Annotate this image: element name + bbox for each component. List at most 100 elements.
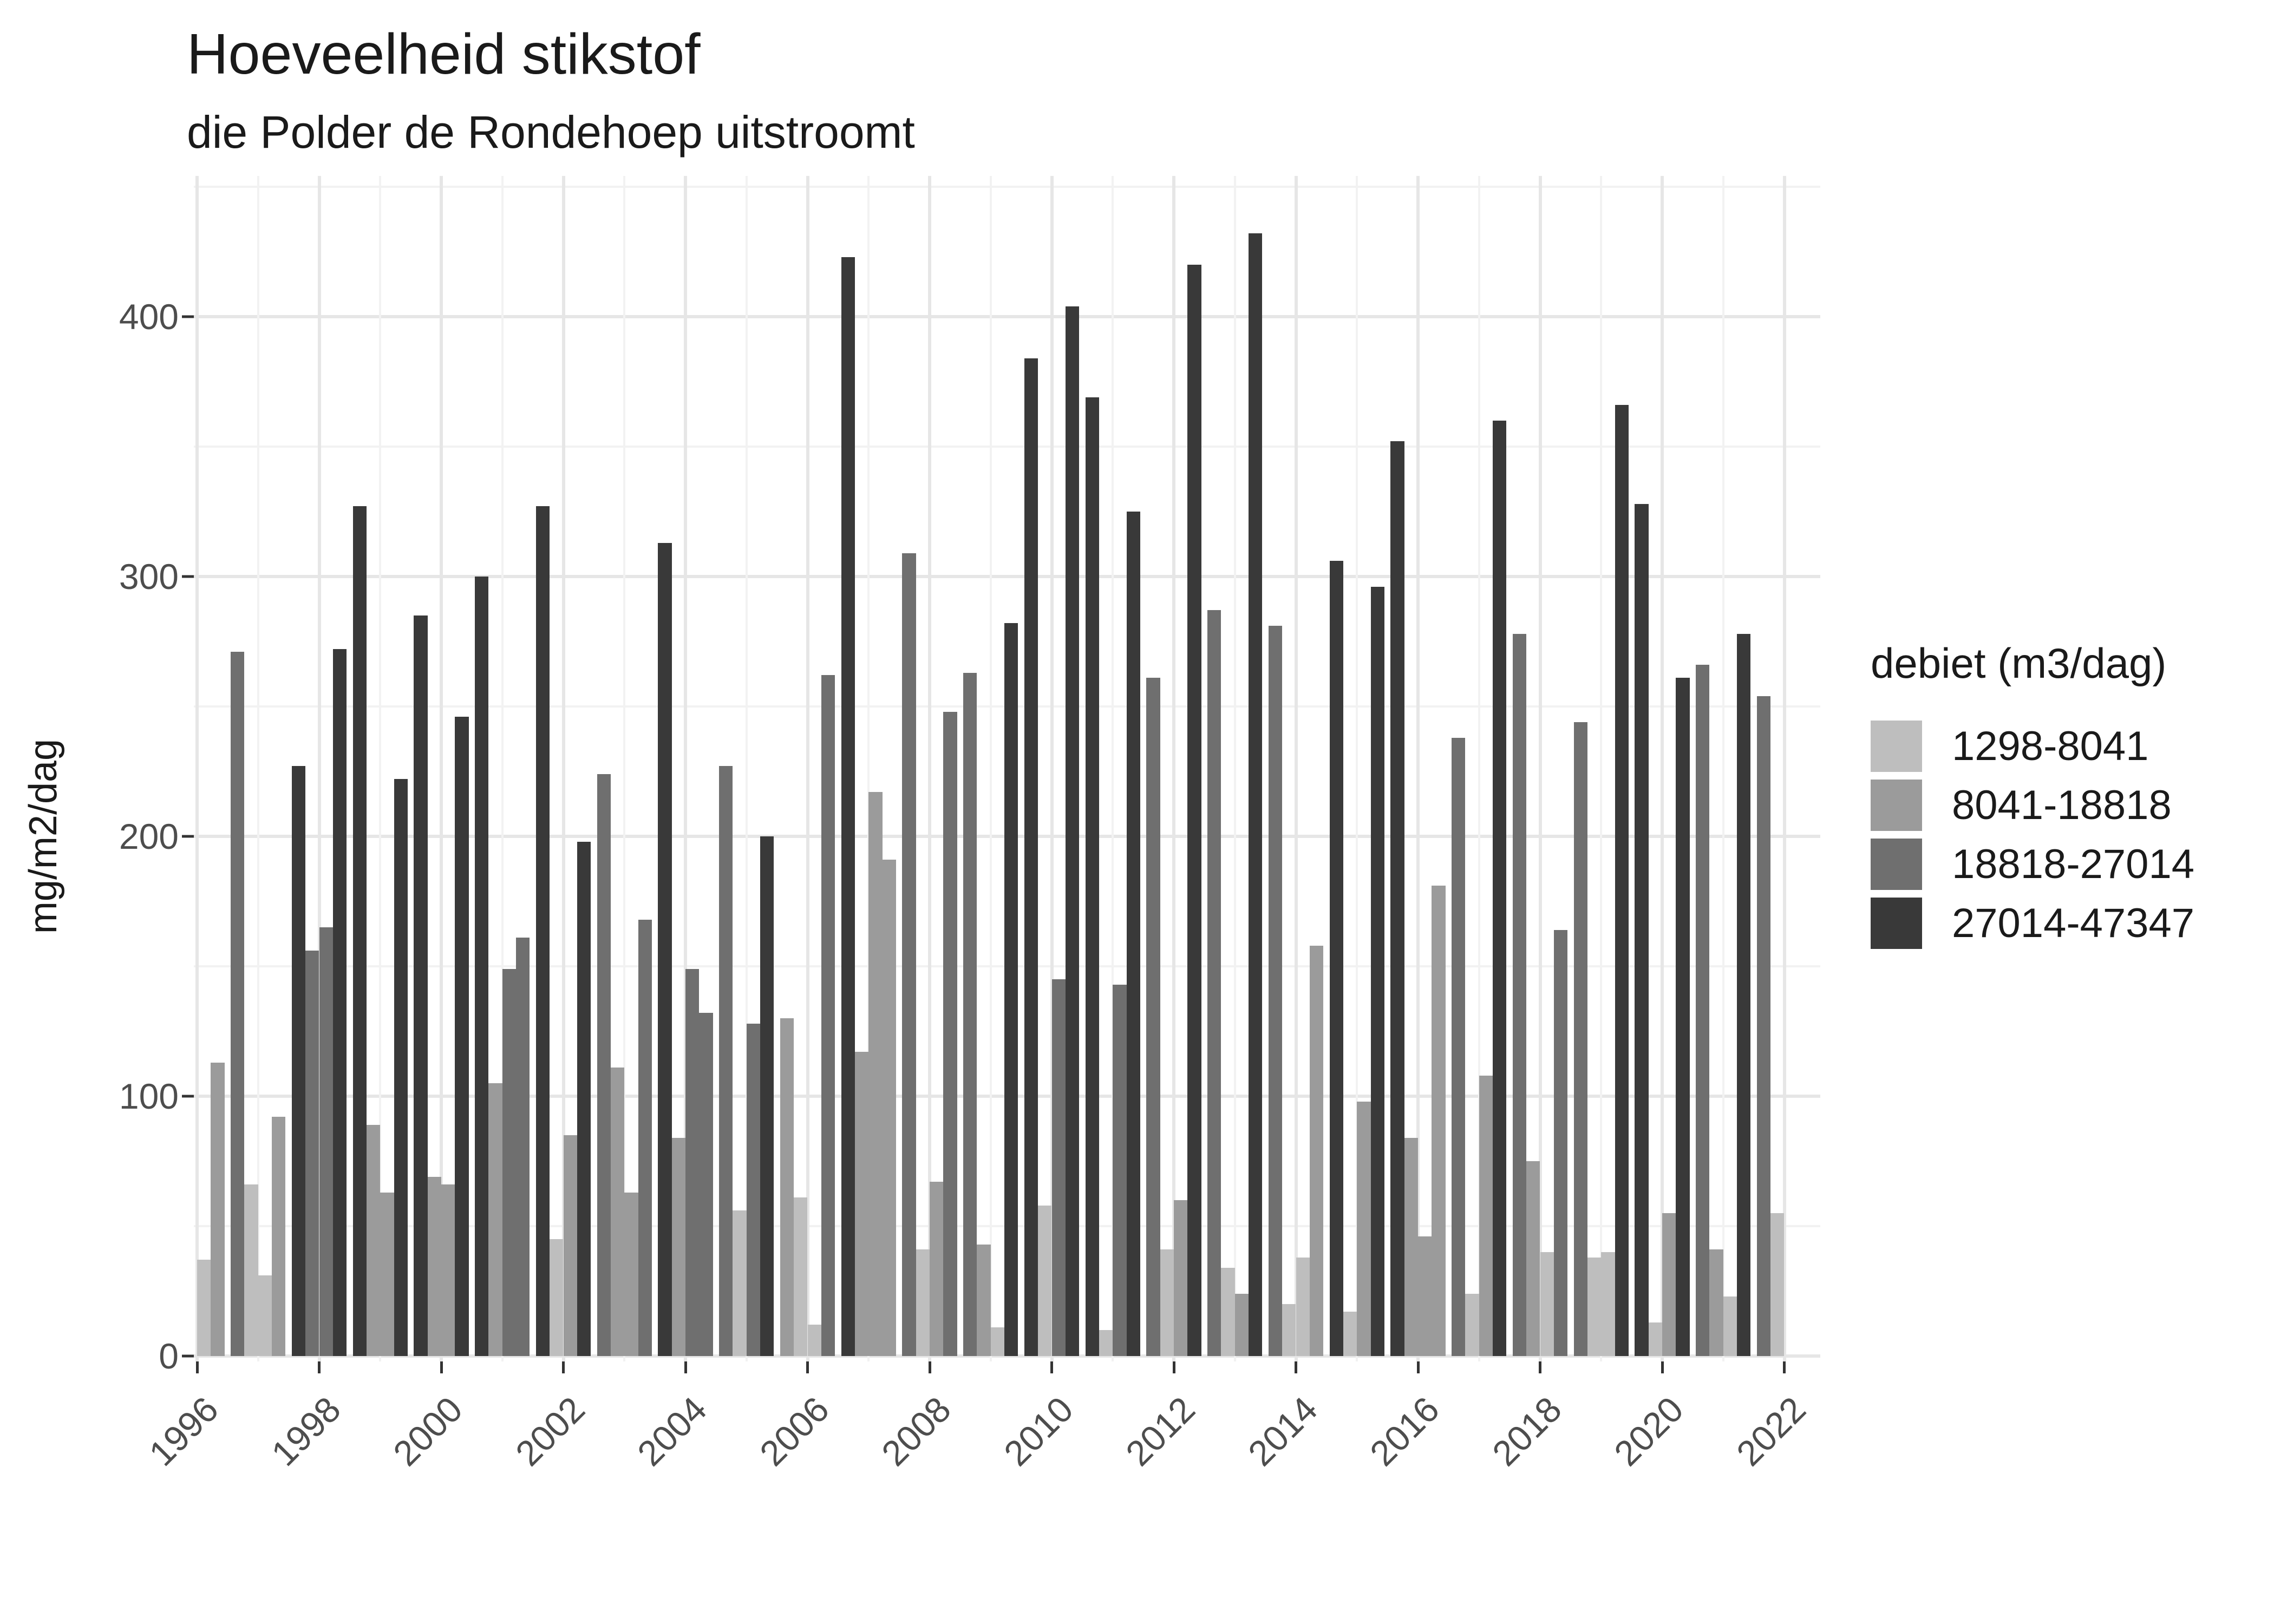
legend-item-3: 27014-47347 [1871, 898, 2194, 949]
bar-2007q2 [854, 1052, 869, 1356]
bar-2007q1 [841, 257, 855, 1356]
x-tick-mark [440, 1361, 443, 1373]
bar-2012q1 [1146, 678, 1160, 1356]
x-tick-mark [684, 1361, 687, 1373]
x-tick-mark [562, 1361, 565, 1373]
legend-item-2: 18818-27014 [1871, 839, 2194, 890]
bar-2002q1 [535, 506, 550, 1356]
bar-2010q3 [1051, 979, 1066, 1356]
x-tick-label-2020: 2020 [1606, 1389, 1691, 1474]
gridline-major-v [1538, 176, 1542, 1361]
bar-1998q2 [305, 951, 319, 1356]
bar-2001q4 [516, 938, 530, 1356]
y-tick-label-0: 0 [159, 1336, 179, 1376]
gridline-major-v [806, 176, 809, 1361]
x-tick-mark [1295, 1361, 1297, 1373]
x-tick-mark [806, 1361, 809, 1373]
bar-1997q1 [231, 652, 245, 1356]
x-tick-mark [1050, 1361, 1053, 1373]
bar-2004q1 [658, 542, 672, 1356]
gridline-major-v [561, 176, 565, 1361]
bar-2006q2 [794, 1197, 808, 1356]
bar-2002q3 [563, 1135, 577, 1356]
bar-2013q1 [1207, 610, 1221, 1356]
bar-2020q2 [1648, 1322, 1662, 1356]
bar-2012q2 [1160, 1249, 1174, 1356]
y-tick-label-200: 200 [119, 816, 179, 856]
bar-2019q3 [1601, 1252, 1615, 1356]
y-tick-mark [182, 315, 194, 318]
x-tick-label-2012: 2012 [1118, 1389, 1203, 1474]
bar-2017q2 [1465, 1293, 1479, 1356]
bar-2020q4 [1676, 678, 1690, 1356]
bar-2003q1 [597, 774, 611, 1356]
gridline-major-v [1782, 176, 1786, 1361]
x-tick-label-2000: 2000 [385, 1389, 471, 1474]
legend-item-label: 27014-47347 [1952, 900, 2194, 946]
gridline-major-h [194, 575, 1820, 578]
bar-2021q3 [1723, 1296, 1737, 1356]
legend-item-1: 8041-18818 [1871, 780, 2194, 831]
bar-2009q3 [990, 1327, 1005, 1356]
bar-2000q3 [441, 1184, 455, 1356]
bar-2008q1 [902, 553, 916, 1356]
bar-2019q4 [1615, 405, 1629, 1356]
bar-2016q3 [1418, 1236, 1432, 1356]
bar-2015q2 [1343, 1312, 1357, 1356]
bar-2017q1 [1452, 737, 1466, 1356]
bar-2018q4 [1553, 929, 1568, 1356]
legend-item-label: 18818-27014 [1952, 841, 2194, 887]
x-tick-label-2008: 2008 [873, 1389, 959, 1474]
bar-2016q1 [1390, 441, 1404, 1356]
x-tick-label-2014: 2014 [1240, 1389, 1325, 1474]
x-tick-mark [195, 1361, 199, 1373]
bar-1997q2 [244, 1184, 258, 1356]
y-tick-label-100: 100 [119, 1076, 179, 1116]
bar-2012q4 [1187, 265, 1201, 1356]
gridline-minor-v [257, 176, 259, 1361]
x-tick-label-2022: 2022 [1728, 1389, 1813, 1474]
bar-2020q1 [1635, 503, 1649, 1356]
bar-2011q2 [1099, 1330, 1113, 1356]
gridline-major-v [928, 176, 931, 1361]
gridline-minor-v [501, 176, 504, 1361]
legend-item-label: 8041-18818 [1952, 782, 2172, 828]
gridline-major-v [1294, 176, 1298, 1361]
bar-2014q2 [1282, 1304, 1296, 1356]
gridline-major-v [1172, 176, 1175, 1361]
bar-2007q3 [868, 792, 883, 1356]
bar-2006q1 [780, 1018, 794, 1356]
y-tick-mark [182, 575, 194, 578]
gridline-major-v [440, 176, 443, 1361]
x-tick-mark [1539, 1361, 1541, 1373]
bar-2014q3 [1296, 1257, 1310, 1356]
bar-2013q3 [1234, 1293, 1249, 1356]
legend-key-swatch [1871, 839, 1922, 890]
bar-2010q4 [1065, 306, 1080, 1356]
bar-2000q2 [427, 1176, 441, 1356]
legend-item-0: 1298-8041 [1871, 721, 2194, 772]
bar-2001q1 [475, 577, 489, 1356]
bar-2007q4 [882, 860, 896, 1356]
bar-2013q2 [1221, 1267, 1235, 1356]
bar-2003q4 [638, 919, 652, 1356]
bar-2005q4 [760, 836, 774, 1356]
gridline-minor-h [194, 186, 1820, 188]
bar-1999q4 [394, 779, 408, 1356]
gridline-minor-v [745, 176, 748, 1361]
bar-2008q3 [930, 1182, 944, 1356]
bar-1997q4 [272, 1117, 286, 1356]
bar-2001q3 [502, 968, 517, 1356]
bar-2016q4 [1432, 886, 1446, 1356]
x-tick-label-2002: 2002 [507, 1389, 592, 1474]
x-tick-label-2004: 2004 [629, 1389, 715, 1474]
bar-2009q4 [1004, 623, 1018, 1356]
bar-2006q3 [807, 1325, 821, 1356]
bar-1998q3 [319, 927, 333, 1356]
bar-2010q1 [1024, 358, 1038, 1356]
gridline-major-h [194, 1354, 1820, 1358]
bar-2018q3 [1540, 1252, 1554, 1356]
legend-key-swatch [1871, 780, 1922, 831]
x-tick-mark [318, 1361, 321, 1373]
gridline-minor-v [989, 176, 992, 1361]
